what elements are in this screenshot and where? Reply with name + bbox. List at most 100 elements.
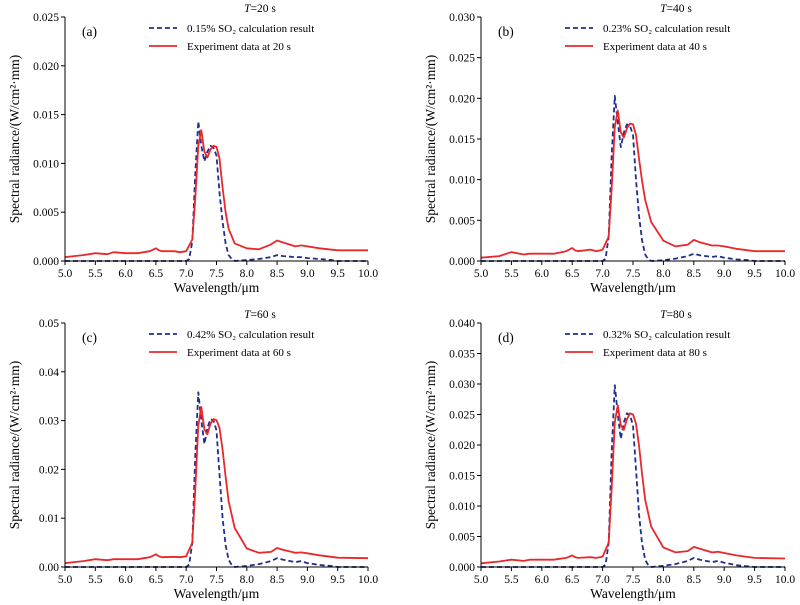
x-tick-label: 6.0 [118,574,133,586]
x-tick-label: 8.5 [687,574,702,586]
x-tick-label: 8.0 [656,268,671,280]
x-tick-label: 9.0 [300,574,315,586]
y-tick-label: 0.035 [449,349,475,361]
legend-label: Experiment data at 60 s [187,347,291,359]
x-tick-label: 8.0 [240,574,255,586]
x-tick-label: 7.0 [179,574,194,586]
x-axis-label: Wavelength/μm [174,280,260,295]
experiment-series-line [64,405,369,564]
panel-title-variable: T [660,309,668,321]
chart-panel-1: 5.0 5.5 6.0 6.5 7.0 7.5 8.0 8.5 9.0 9.5 10.0 0.000 0… [423,3,795,295]
y-tick-label: 0.005 [33,207,59,219]
panel-label: (d) [498,330,514,345]
y-tick-label: 0.03 [39,416,59,428]
experiment-series-line [64,129,368,258]
x-tick-label: 6.5 [565,574,580,586]
legend-label: 0.32% SO₂ calculation result [603,329,730,341]
y-tick-label: 0.025 [449,53,475,65]
y-tick-label: 0.020 [449,93,475,105]
x-tick-label: 10.0 [775,574,795,586]
x-tick-label: 5.5 [504,268,519,280]
y-axis-label: Spectral radiance/(W/cm²·mm) [423,55,438,224]
x-axis-label: Wavelength/μm [590,586,676,601]
y-tick-label: 0.025 [33,12,59,24]
y-tick-label: 0.02 [39,464,59,476]
y-tick-label: 0.005 [449,532,475,544]
panel-title: T=20 s [244,3,276,15]
x-tick-label: 6.0 [535,574,550,586]
x-tick-label: 8.5 [687,268,702,280]
y-tick-label: 0.010 [449,175,475,187]
panel-title: T=60 s [244,309,276,321]
x-tick-label: 7.0 [179,268,194,280]
experiment-series-line [480,109,785,259]
y-tick-label: 0.015 [449,471,475,483]
x-tick-label: 7.5 [626,268,641,280]
calculation-series-line [481,384,785,568]
x-tick-label: 10.0 [358,268,378,280]
y-axis-label: Spectral radiance/(W/cm²·mm) [423,361,438,530]
legend-label: Experiment data at 40 s [603,41,707,53]
x-tick-label: 5.0 [474,268,489,280]
x-tick-label: 8.0 [656,574,671,586]
panel-label: (c) [82,330,97,345]
x-tick-label: 9.0 [717,268,732,280]
x-tick-label: 5.5 [88,268,103,280]
calculation-series-line [481,95,785,262]
y-tick-label: 0.000 [449,256,475,268]
x-tick-label: 8.5 [270,574,285,586]
x-tick-label: 6.5 [149,574,164,586]
y-axis-label: Spectral radiance/(W/cm²·mm) [7,55,22,224]
y-tick-label: 0.00 [39,562,59,574]
x-tick-label: 6.0 [118,268,133,280]
x-tick-label: 9.5 [331,574,346,586]
x-tick-label: 10.0 [775,268,795,280]
x-tick-label: 7.5 [626,574,641,586]
x-tick-label: 7.0 [595,574,610,586]
calculation-series-line [65,391,368,568]
chart-panel-2: 5.0 5.5 6.0 6.5 7.0 7.5 8.0 8.5 9.0 9.5 10.0 0.00 0.… [7,309,378,601]
panel-title-variable: T [244,3,252,15]
panel-title: T=40 s [660,3,692,15]
y-tick-label: 0.010 [449,501,475,513]
panel-title-value: =40 s [667,3,693,15]
x-tick-label: 5.0 [58,574,73,586]
x-tick-label: 5.0 [58,268,73,280]
x-tick-label: 10.0 [358,574,378,586]
x-tick-label: 6.5 [565,268,580,280]
chart-panel-0: 5.0 5.5 6.0 6.5 7.0 7.5 8.0 8.5 9.0 9.5 10.0 0.000 0… [7,3,378,295]
y-axis-label: Spectral radiance/(W/cm²·mm) [7,361,22,530]
legend-label: 0.23% SO₂ calculation result [603,23,730,35]
x-tick-label: 5.5 [88,574,103,586]
panel-label: (a) [82,24,97,39]
x-tick-label: 7.0 [595,268,610,280]
x-tick-label: 9.0 [300,268,315,280]
y-tick-label: 0.05 [39,318,59,330]
x-tick-label: 5.0 [474,574,489,586]
panel-title-value: =20 s [251,3,277,15]
experiment-series-line [480,404,786,565]
x-tick-label: 7.5 [209,268,224,280]
x-tick-label: 9.5 [747,574,762,586]
panel-title-value: =60 s [251,309,277,321]
panel-title: T=80 s [660,309,692,321]
y-tick-label: 0.04 [39,367,59,379]
x-tick-label: 9.5 [331,268,346,280]
y-tick-label: 0.030 [449,379,475,391]
legend-label: 0.42% SO₂ calculation result [187,329,314,341]
chart-panel-3: 5.0 5.5 6.0 6.5 7.0 7.5 8.0 8.5 9.0 9.5 10.0 0.000 0… [423,309,795,601]
x-tick-label: 6.5 [149,268,164,280]
y-tick-label: 0.020 [449,440,475,452]
y-tick-label: 0.025 [449,410,475,422]
y-tick-label: 0.000 [449,562,475,574]
y-tick-label: 0.005 [449,215,475,227]
x-tick-label: 9.5 [747,268,762,280]
y-tick-label: 0.01 [39,513,59,525]
x-tick-label: 7.5 [209,574,224,586]
panel-label: (b) [498,24,514,39]
legend-label: Experiment data at 80 s [603,347,707,359]
panel-title-variable: T [660,3,668,15]
x-axis-label: Wavelength/μm [590,280,676,295]
y-tick-label: 0.015 [33,110,59,122]
